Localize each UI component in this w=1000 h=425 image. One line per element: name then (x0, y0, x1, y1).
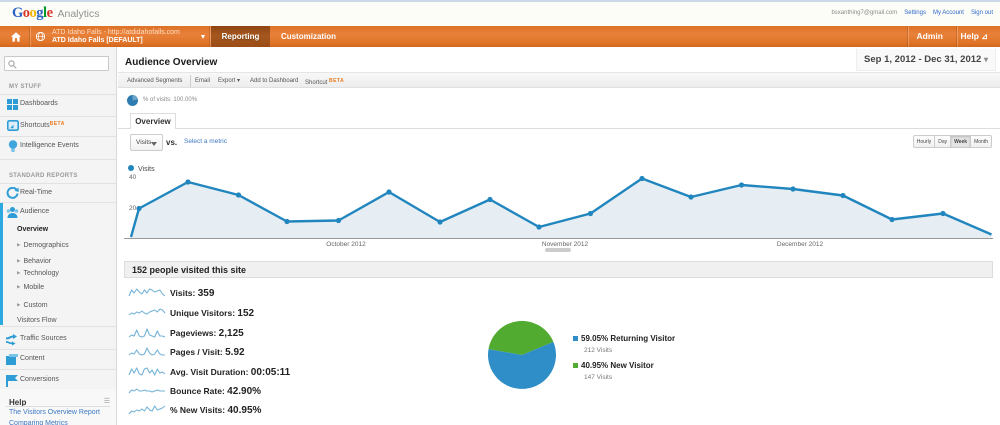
svg-text:40: 40 (129, 174, 137, 181)
svg-text:November 2012: November 2012 (542, 241, 589, 248)
svg-text:20: 20 (129, 205, 137, 212)
svg-text:October 2012: October 2012 (326, 241, 366, 248)
svg-text:December 2012: December 2012 (777, 241, 824, 248)
